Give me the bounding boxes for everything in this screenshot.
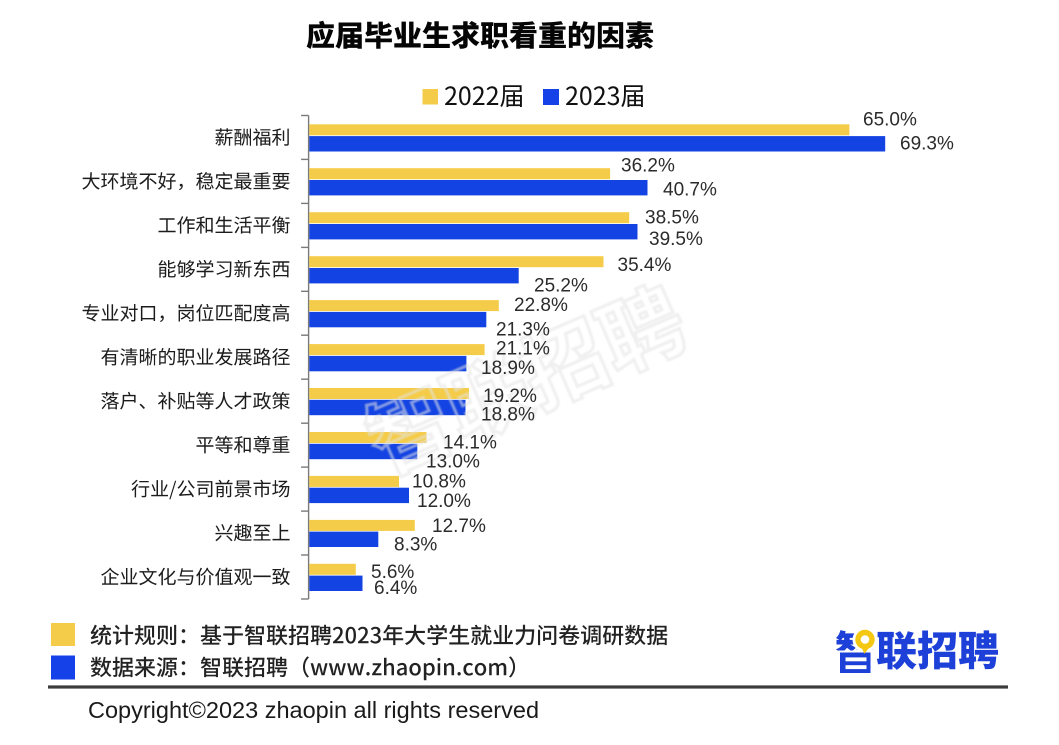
svg-text:25.2%: 25.2% [534, 275, 588, 296]
svg-text:39.5%: 39.5% [649, 229, 703, 250]
svg-text:12.0%: 12.0% [417, 491, 471, 512]
svg-text:36.2%: 36.2% [621, 156, 675, 177]
svg-text:6.4%: 6.4% [374, 578, 417, 599]
svg-text:21.3%: 21.3% [496, 320, 550, 341]
svg-text:35.4%: 35.4% [618, 255, 672, 276]
svg-text:38.5%: 38.5% [645, 208, 699, 229]
svg-text:13.0%: 13.0% [426, 452, 480, 473]
svg-text:18.8%: 18.8% [481, 405, 535, 426]
svg-text:5.6%: 5.6% [371, 562, 414, 583]
svg-text:18.9%: 18.9% [481, 358, 535, 379]
svg-text:10.8%: 10.8% [412, 472, 466, 493]
svg-text:12.7%: 12.7% [432, 516, 486, 537]
svg-text:65.0%: 65.0% [863, 109, 917, 130]
svg-text:19.2%: 19.2% [483, 386, 537, 407]
svg-text:22.8%: 22.8% [514, 295, 568, 316]
svg-text:69.3%: 69.3% [900, 133, 954, 154]
svg-text:8.3%: 8.3% [394, 534, 437, 555]
svg-text:Copyright©2023 zhaopin all rig: Copyright©2023 zhaopin all rights reserv… [88, 697, 539, 723]
svg-text:21.1%: 21.1% [496, 339, 550, 360]
svg-text:14.1%: 14.1% [443, 433, 497, 454]
svg-text:40.7%: 40.7% [663, 180, 717, 201]
